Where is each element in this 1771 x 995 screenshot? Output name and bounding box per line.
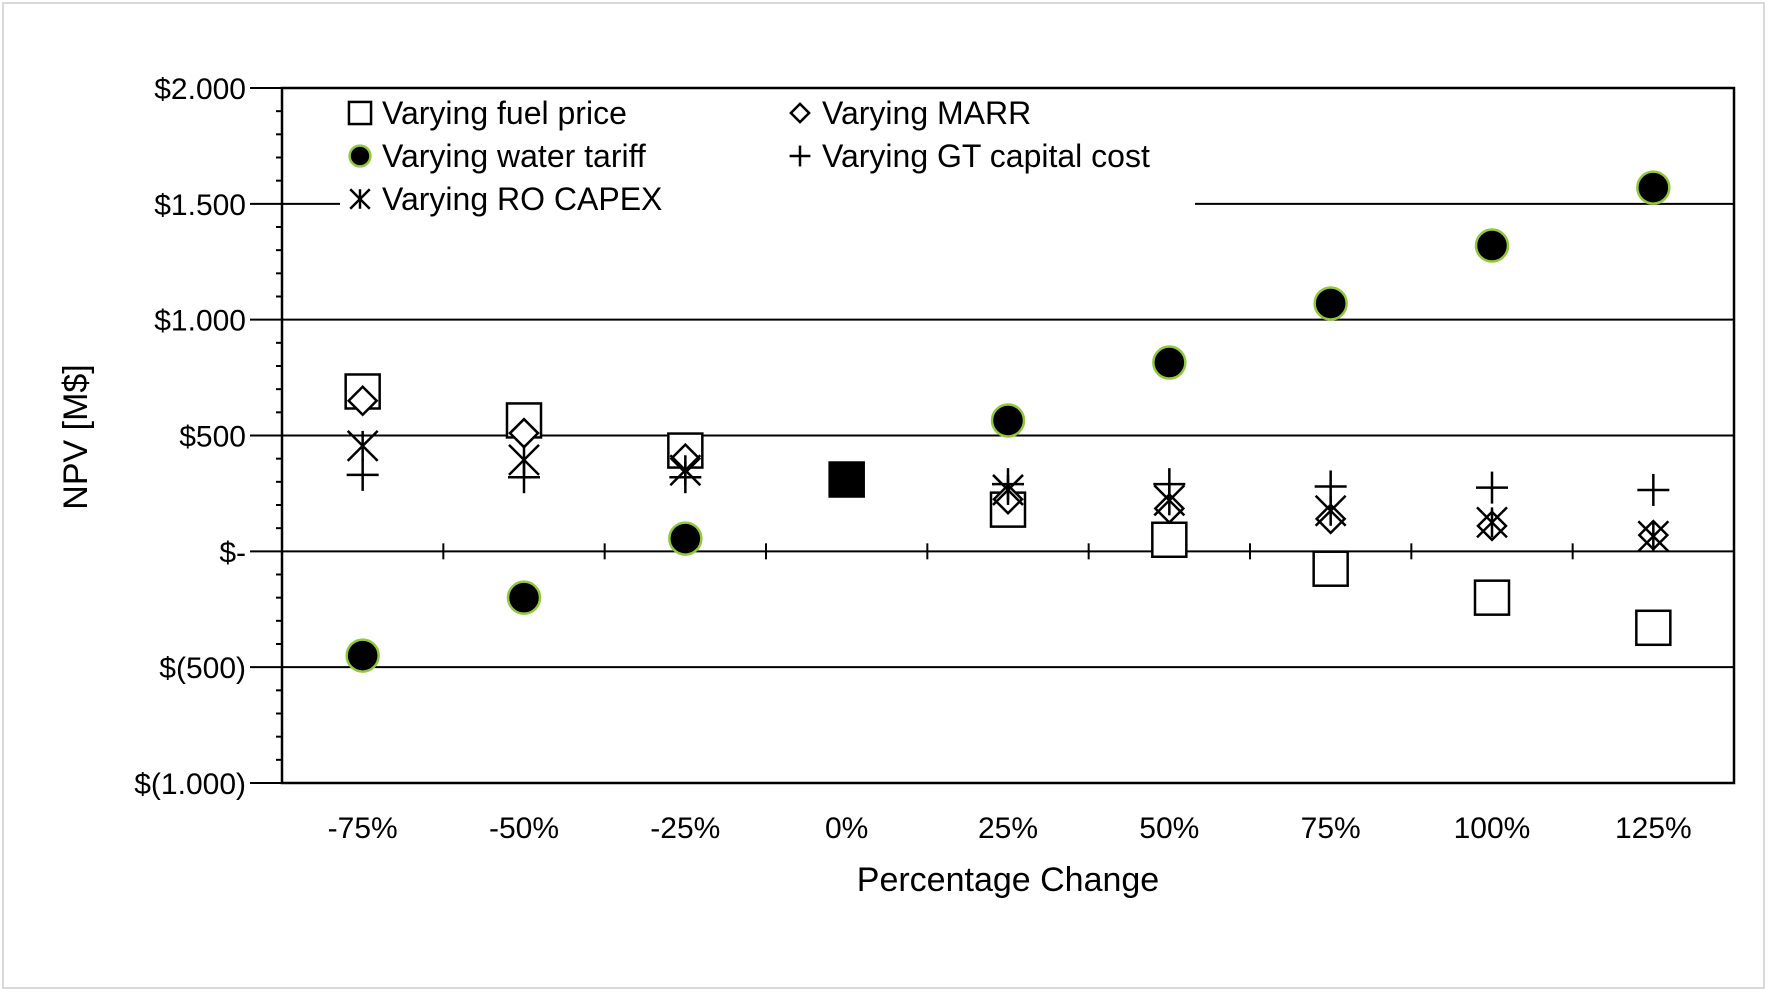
legend-label: Varying GT capital cost <box>822 138 1150 174</box>
legend-label: Varying fuel price <box>382 95 627 131</box>
circle-icon <box>1474 228 1510 263</box>
x-tick-label: 25% <box>978 812 1038 845</box>
circle-icon <box>1636 170 1671 205</box>
x-tick-label: -50% <box>489 812 559 845</box>
data-point <box>1474 228 1510 263</box>
data-point <box>1637 520 1670 553</box>
data-point <box>1313 286 1348 321</box>
legend-item: Varying RO CAPEX <box>349 181 662 217</box>
y-tick-label: $(500) <box>159 652 246 685</box>
data-point <box>1636 170 1671 205</box>
legend-item: Varying MARR <box>789 95 1031 131</box>
x-tick-label: 50% <box>1139 812 1199 845</box>
y-tick-label: $500 <box>179 421 246 454</box>
legend-item: Varying GT capital cost <box>789 138 1150 174</box>
x-tick-label: 125% <box>1615 812 1692 845</box>
data-point <box>668 521 703 556</box>
legend-items: Varying fuel price Varying MARR Varying wa… <box>347 95 1150 217</box>
data-point <box>346 458 379 491</box>
legend-marker <box>349 188 371 210</box>
legend-marker <box>789 145 811 167</box>
data-point <box>346 430 379 462</box>
diamond-icon <box>789 102 811 124</box>
y-tick-label: $1.500 <box>154 189 246 222</box>
plot-area-border <box>280 86 1736 785</box>
x-axis-title: Percentage Change <box>857 861 1159 899</box>
data-point <box>828 461 865 498</box>
x-axis-tick-labels: -75% -50% -25% 0% 25% 50% 75% 100% 125% <box>328 812 1692 845</box>
data-point <box>1473 579 1511 616</box>
data-points <box>344 170 1672 673</box>
y-tick-label: $2.000 <box>154 73 246 106</box>
legend-marker <box>789 102 811 124</box>
legend-marker <box>348 144 372 168</box>
square-icon <box>1151 521 1188 558</box>
y-axis-title: NPV [M$] <box>57 364 95 509</box>
data-point <box>346 384 379 417</box>
y-tick-label: $(1.000) <box>134 768 246 801</box>
square-icon <box>1635 609 1672 647</box>
circle-icon <box>1152 345 1187 380</box>
y-axis-tick-labels: $(1.000) $(500) $- $500 $1.000 $1.500 $2.000 <box>134 73 246 801</box>
x-tick-label: 75% <box>1301 812 1361 845</box>
x-tick-label: 0% <box>825 812 868 845</box>
x-tick-label: -75% <box>328 812 398 845</box>
legend-background <box>340 90 1195 225</box>
legend-item: Varying fuel price <box>347 95 627 131</box>
data-point <box>992 474 1024 506</box>
data-point <box>1312 550 1349 587</box>
data-point <box>506 580 542 615</box>
data-point <box>345 638 380 673</box>
data-point <box>1637 473 1670 506</box>
circle-icon <box>345 638 380 673</box>
data-point <box>1152 345 1187 380</box>
data-point <box>1151 521 1188 558</box>
legend-item: Varying water tariff <box>348 138 646 174</box>
data-point <box>1476 471 1508 504</box>
y-tick-label: $- <box>219 536 246 569</box>
data-point <box>990 403 1026 438</box>
legend-marker <box>347 100 373 126</box>
x-tick-label: 100% <box>1454 812 1531 845</box>
data-point <box>1314 494 1347 527</box>
circle-icon <box>668 521 703 556</box>
data-point <box>1635 609 1672 647</box>
data-point <box>669 454 702 487</box>
y-tick-label: $1.000 <box>154 305 246 338</box>
data-point <box>1476 506 1508 539</box>
x-tick-label: -25% <box>650 812 720 845</box>
legend-label: Varying RO CAPEX <box>382 181 662 217</box>
axes <box>250 86 1736 785</box>
circle-icon <box>348 144 372 168</box>
data-point <box>1153 484 1186 517</box>
square-icon <box>1473 579 1511 616</box>
legend-label: Varying MARR <box>822 95 1031 131</box>
legend: Varying fuel price Varying MARR Varying wa… <box>340 90 1195 225</box>
data-point <box>508 443 540 476</box>
diamond-icon <box>346 384 379 417</box>
circle-icon <box>1313 286 1348 321</box>
circle-icon <box>506 580 542 615</box>
circle-icon <box>990 403 1026 438</box>
square-icon <box>347 100 373 126</box>
legend-label: Varying water tariff <box>382 138 646 174</box>
square-icon <box>1312 550 1349 587</box>
